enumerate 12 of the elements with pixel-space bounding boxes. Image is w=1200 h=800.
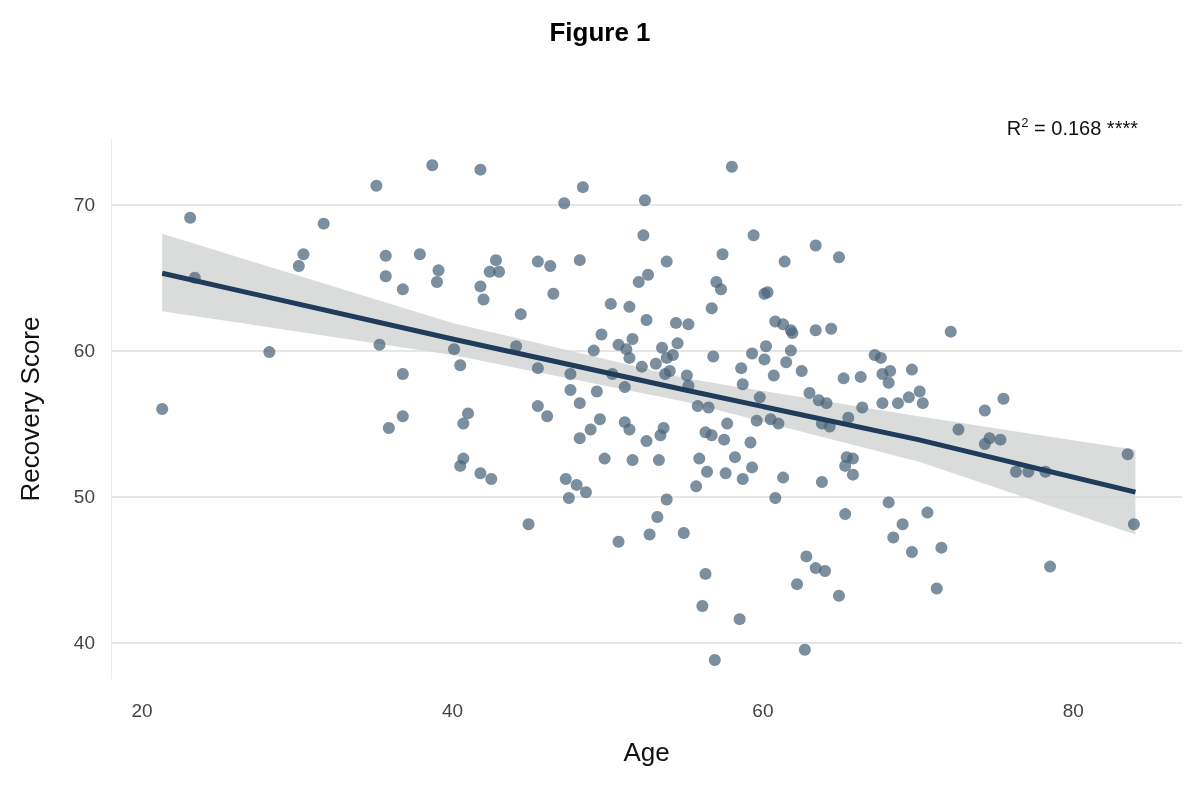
y-axis-title: Recovery Score [15,316,45,502]
x-tick-label: 40 [441,700,464,721]
chart-title: Figure 1 [549,17,651,47]
x-tick-label: 60 [752,700,774,721]
x-tick-label: 20 [131,700,153,721]
y-tick-label: 50 [73,486,95,508]
x-tick-label: 80 [1062,700,1084,721]
y-tick-label: 60 [73,340,95,362]
y-tick-label: 40 [73,632,95,654]
x-axis-title: Age [623,737,670,767]
text: R$^{2}$ = 0.168 **** [1006,115,1138,140]
y-tick-label: 70 [73,194,95,216]
